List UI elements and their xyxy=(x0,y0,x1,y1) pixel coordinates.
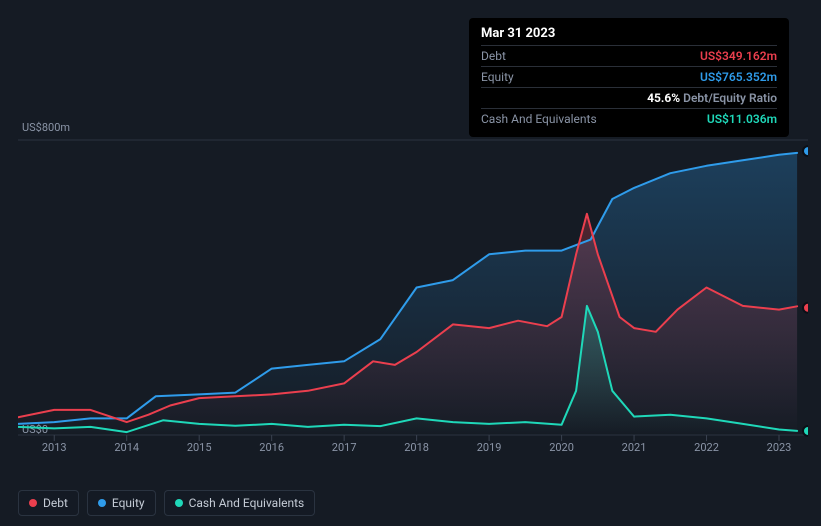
tooltip-row-value: US$349.162m xyxy=(700,49,777,63)
legend-item[interactable]: Debt xyxy=(18,490,79,516)
chart-tooltip: Mar 31 2023 Debt US$349.162m Equity US$765.… xyxy=(469,18,789,137)
legend-dot-icon xyxy=(98,499,106,507)
tooltip-row: Debt US$349.162m xyxy=(481,45,777,66)
tooltip-row: Equity US$765.352m xyxy=(481,66,777,87)
x-axis-tick-label: 2020 xyxy=(549,441,574,454)
tooltip-row-label: Cash And Equivalents xyxy=(481,112,597,126)
chart-container: Mar 31 2023 Debt US$349.162m Equity US$765.… xyxy=(0,0,821,526)
x-axis-tick-label: 2013 xyxy=(42,441,67,454)
x-axis-tick-label: 2023 xyxy=(767,441,792,454)
legend-item[interactable]: Cash And Equivalents xyxy=(164,490,316,516)
legend-dot-icon xyxy=(29,499,37,507)
legend-item[interactable]: Equity xyxy=(87,490,156,516)
x-axis-tick-label: 2015 xyxy=(187,441,212,454)
legend-label: Cash And Equivalents xyxy=(189,496,305,510)
chart-svg xyxy=(18,125,808,455)
x-axis-tick-label: 2017 xyxy=(332,441,357,454)
tooltip-row-value: 45.6% Debt/Equity Ratio xyxy=(647,91,777,105)
x-axis-tick-label: 2021 xyxy=(622,441,647,454)
tooltip-date: Mar 31 2023 xyxy=(481,26,777,41)
tooltip-row: 45.6% Debt/Equity Ratio xyxy=(481,87,777,108)
x-axis-tick-label: 2019 xyxy=(477,441,502,454)
x-axis-tick-label: 2014 xyxy=(114,441,139,454)
x-axis-tick-label: 2018 xyxy=(404,441,429,454)
tooltip-row-label: Debt xyxy=(481,49,506,63)
legend: Debt Equity Cash And Equivalents xyxy=(18,490,315,516)
x-axis-tick-label: 2016 xyxy=(259,441,284,454)
x-axis-tick-label: 2022 xyxy=(694,441,719,454)
tooltip-row-value: US$11.036m xyxy=(707,112,777,126)
tooltip-row-value: US$765.352m xyxy=(700,70,777,84)
chart-area[interactable]: US$800m US$0 201320142015201620172018201… xyxy=(18,125,808,480)
legend-dot-icon xyxy=(175,499,183,507)
tooltip-row-label: Equity xyxy=(481,70,514,84)
legend-label: Debt xyxy=(43,496,68,510)
legend-label: Equity xyxy=(112,496,145,510)
